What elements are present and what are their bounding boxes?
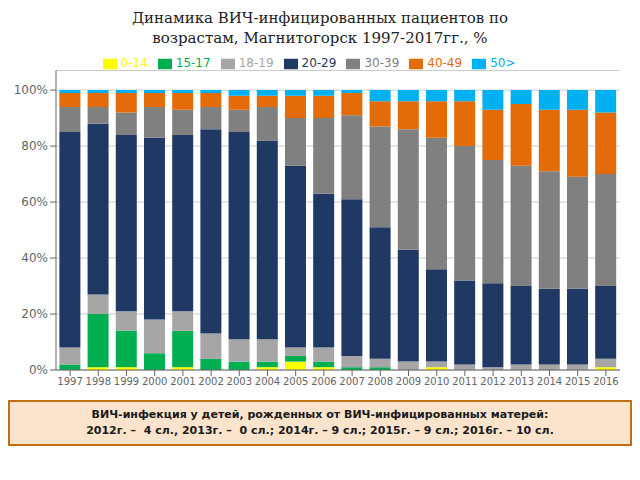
html-text:возрастам, Магнитогорск 1997-2: возрастам, Магнитогорск 1997-2017гг., % — [152, 29, 488, 47]
html-text:50>: 50> — [490, 56, 516, 70]
svg-text:2001: 2001 — [170, 376, 195, 387]
html-text:0-14: 0-14 — [120, 56, 148, 70]
svg-text:100%: 100% — [14, 83, 48, 97]
svg-text:40%: 40% — [21, 251, 48, 265]
html-text:30-39: 30-39 — [364, 56, 400, 70]
svg-text:1999: 1999 — [114, 376, 139, 387]
svg-text:0%: 0% — [29, 363, 48, 377]
svg-text:1998: 1998 — [86, 376, 111, 387]
html-text:ВИЧ-инфекция у детей, рожденны: ВИЧ-инфекция у детей, рожденных от ВИЧ-и… — [91, 408, 549, 421]
svg-text:2006: 2006 — [311, 376, 336, 387]
svg-text:2010: 2010 — [424, 376, 449, 387]
svg-text:2014: 2014 — [537, 376, 562, 387]
html-text:15-17: 15-17 — [175, 56, 211, 70]
svg-text:2016: 2016 — [593, 376, 618, 387]
svg-text:80%: 80% — [21, 139, 48, 153]
svg-text:2015: 2015 — [565, 376, 590, 387]
svg-text:2009: 2009 — [396, 376, 421, 387]
svg-text:2013: 2013 — [509, 376, 534, 387]
svg-text:2000: 2000 — [142, 376, 167, 387]
svg-text:1997: 1997 — [57, 376, 82, 387]
svg-text:20%: 20% — [21, 307, 48, 321]
html-text:2012г. – 4 сл., 2013г. – 0 сл.: 2012г. – 4 сл., 2013г. – 0 сл.; 2014г. –… — [86, 424, 554, 437]
svg-text:2002: 2002 — [198, 376, 223, 387]
svg-text:2005: 2005 — [283, 376, 308, 387]
svg-text:2004: 2004 — [255, 376, 280, 387]
html-text:Динамика ВИЧ-инфицированных па: Динамика ВИЧ-инфицированных пациентов по — [131, 9, 509, 27]
svg-text:2008: 2008 — [368, 376, 393, 387]
svg-text:2007: 2007 — [339, 376, 364, 387]
svg-text:2003: 2003 — [227, 376, 252, 387]
html-text:18-19: 18-19 — [238, 56, 274, 70]
svg-text:2012: 2012 — [480, 376, 505, 387]
svg-text:60%: 60% — [21, 195, 48, 209]
svg-text:2011: 2011 — [452, 376, 477, 387]
html-text:20-29: 20-29 — [301, 56, 337, 70]
html-text:40-49: 40-49 — [427, 56, 463, 70]
